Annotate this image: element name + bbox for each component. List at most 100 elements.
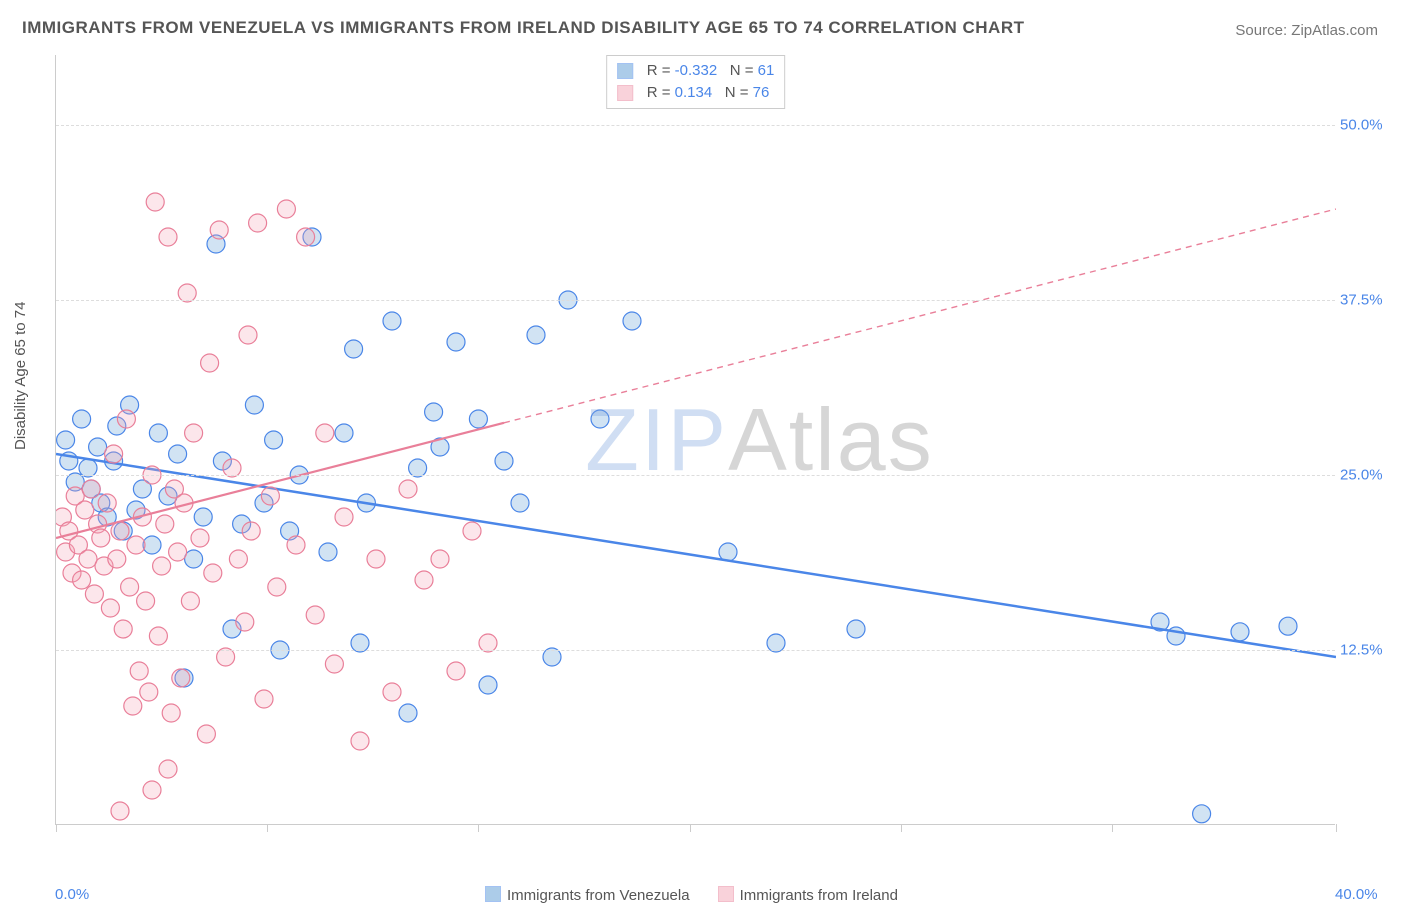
data-point: [114, 620, 132, 638]
data-point: [479, 676, 497, 694]
legend-item: Immigrants from Venezuela: [485, 886, 690, 904]
gridline: [56, 125, 1335, 126]
x-min-label: 0.0%: [55, 886, 89, 903]
data-point: [108, 550, 126, 568]
data-point: [335, 424, 353, 442]
data-point: [73, 410, 91, 428]
legend-swatch: [617, 85, 633, 101]
data-point: [623, 312, 641, 330]
data-point: [89, 438, 107, 456]
data-point: [153, 557, 171, 575]
data-point: [111, 522, 129, 540]
legend-swatch: [485, 886, 501, 902]
legend-stat-text: R = 0.134 N = 76: [647, 82, 770, 104]
data-point: [265, 431, 283, 449]
data-point: [124, 697, 142, 715]
data-point: [277, 200, 295, 218]
data-point: [149, 424, 167, 442]
data-point: [239, 326, 257, 344]
data-point: [1231, 623, 1249, 641]
data-point: [194, 508, 212, 526]
data-point: [149, 627, 167, 645]
data-point: [463, 522, 481, 540]
data-point: [415, 571, 433, 589]
data-point: [511, 494, 529, 512]
x-tick: [478, 824, 479, 832]
data-point: [249, 214, 267, 232]
data-point: [201, 354, 219, 372]
source-prefix: Source:: [1235, 22, 1291, 39]
y-tick-label: 37.5%: [1340, 292, 1390, 309]
legend-stat-row: R = -0.332 N = 61: [617, 60, 775, 82]
data-point: [425, 403, 443, 421]
data-point: [399, 480, 417, 498]
data-point: [143, 536, 161, 554]
data-point: [121, 578, 139, 596]
data-point: [159, 760, 177, 778]
data-point: [447, 333, 465, 351]
data-point: [146, 193, 164, 211]
data-point: [156, 515, 174, 533]
scatter-svg: [56, 55, 1336, 825]
data-point: [111, 802, 129, 820]
source-name: ZipAtlas.com: [1291, 22, 1378, 39]
data-point: [76, 501, 94, 519]
legend-label: Immigrants from Venezuela: [507, 887, 690, 904]
data-point: [57, 431, 75, 449]
data-point: [143, 781, 161, 799]
legend-item: Immigrants from Ireland: [718, 886, 898, 904]
data-point: [527, 326, 545, 344]
data-point: [306, 606, 324, 624]
legend-stat-row: R = 0.134 N = 76: [617, 82, 775, 104]
data-point: [495, 452, 513, 470]
data-point: [137, 592, 155, 610]
data-point: [185, 550, 203, 568]
data-point: [847, 620, 865, 638]
gridline: [56, 650, 1335, 651]
data-point: [236, 613, 254, 631]
data-point: [268, 578, 286, 596]
data-point: [287, 536, 305, 554]
x-tick: [56, 824, 57, 832]
source-attribution: Source: ZipAtlas.com: [1235, 22, 1378, 39]
data-point: [242, 522, 260, 540]
data-point: [140, 683, 158, 701]
data-point: [297, 228, 315, 246]
data-point: [82, 480, 100, 498]
data-point: [255, 690, 273, 708]
y-tick-label: 50.0%: [1340, 117, 1390, 134]
gridline: [56, 300, 1335, 301]
data-point: [447, 662, 465, 680]
data-point: [79, 550, 97, 568]
data-point: [245, 396, 263, 414]
data-point: [130, 662, 148, 680]
gridline: [56, 475, 1335, 476]
data-point: [204, 564, 222, 582]
data-point: [98, 494, 116, 512]
data-point: [127, 536, 145, 554]
data-point: [210, 221, 228, 239]
data-point: [316, 424, 334, 442]
x-tick: [901, 824, 902, 832]
x-tick: [690, 824, 691, 832]
data-point: [101, 599, 119, 617]
data-point: [117, 410, 135, 428]
legend-label: Immigrants from Ireland: [740, 887, 898, 904]
data-point: [172, 669, 190, 687]
series-legend: Immigrants from Venezuela Immigrants from…: [485, 886, 898, 904]
x-tick: [1112, 824, 1113, 832]
data-point: [591, 410, 609, 428]
data-point: [335, 508, 353, 526]
x-tick: [267, 824, 268, 832]
chart-title: IMMIGRANTS FROM VENEZUELA VS IMMIGRANTS …: [22, 18, 1025, 38]
x-tick: [1336, 824, 1337, 832]
data-point: [1193, 805, 1211, 823]
data-point: [197, 725, 215, 743]
legend-stat-text: R = -0.332 N = 61: [647, 60, 775, 82]
data-point: [345, 340, 363, 358]
data-point: [325, 655, 343, 673]
data-point: [169, 445, 187, 463]
data-point: [169, 543, 187, 561]
data-point: [162, 704, 180, 722]
data-point: [191, 529, 209, 547]
